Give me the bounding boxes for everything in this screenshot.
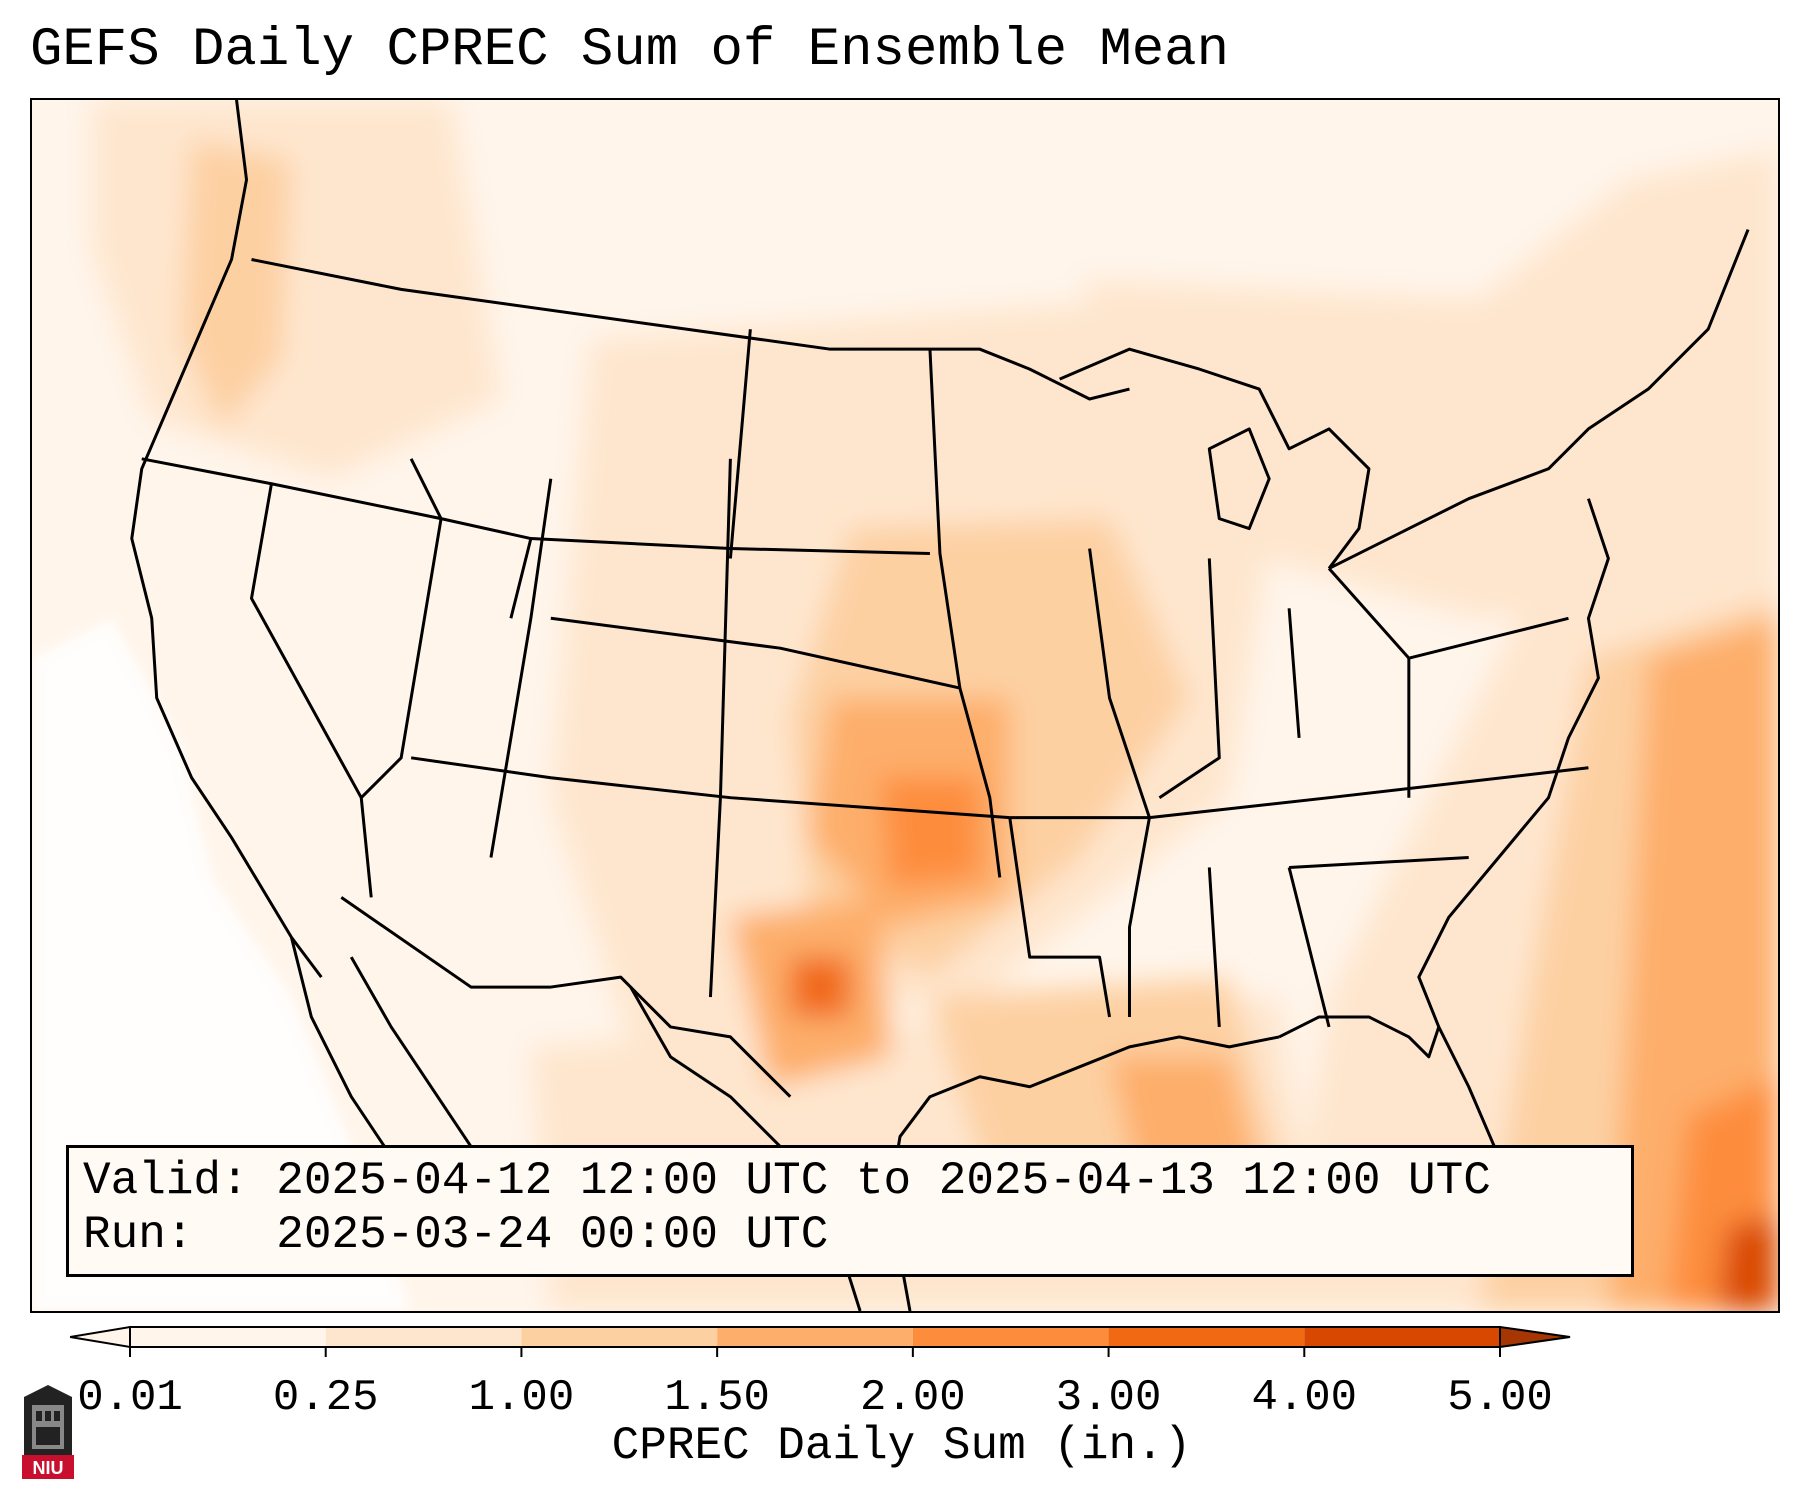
info-box: Valid: 2025-04-12 12:00 UTC to 2025-04-1… [66,1145,1634,1277]
colorbar-tick-label: 3.00 [1056,1373,1162,1423]
colorbar-tick-label: 4.00 [1251,1373,1357,1423]
run-label: Run: [83,1209,194,1261]
colorbar-outline [129,1326,1501,1348]
colorbar-segment [912,1327,1109,1347]
valid-value: 2025-04-12 12:00 UTC to 2025-04-13 12:00… [276,1155,1491,1207]
colorbar: 0.01 0.25 1.00 1.50 2.00 3.00 4.00 5.00 [70,1325,1571,1423]
colorbar-extend-low [70,1325,131,1349]
logo-text: NIU [33,1458,64,1478]
colorbar-tick-label: 0.01 [77,1373,183,1423]
colorbar-segment [1304,1327,1500,1347]
colorbar-segment [1108,1327,1305,1347]
colorbar-tick-label: 0.25 [273,1373,379,1423]
colorbar-extend-high [1499,1325,1571,1349]
precipitation-map [32,100,1778,1311]
valid-label: Valid: [83,1155,249,1207]
colorbar-tick-label: 1.00 [469,1373,575,1423]
colorbar-label: CPREC Daily Sum (in.) [611,1420,1192,1472]
colorbar-segment [717,1327,913,1347]
map-title: GEFS Daily CPREC Sum of Ensemble Mean [30,20,1229,81]
colorbar-tick-label: 5.00 [1447,1373,1553,1423]
colorbar-segment [130,1327,326,1347]
map-panel [30,98,1780,1313]
niu-logo: NIU [22,1385,74,1479]
colorbar-tick-label: 2.00 [860,1373,966,1423]
run-value: 2025-03-24 00:00 UTC [276,1209,829,1261]
colorbar-segment [325,1327,522,1347]
colorbar-segment [521,1327,718,1347]
colorbar-tick-label: 1.50 [664,1373,770,1423]
colorbar-segments [70,1325,1571,1349]
colorbar-ticks: 0.01 0.25 1.00 1.50 2.00 3.00 4.00 5.00 [77,1347,1553,1423]
